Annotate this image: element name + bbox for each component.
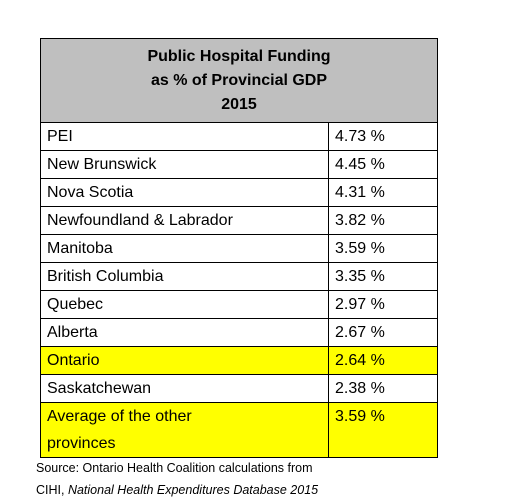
source-italic: National Health Expenditures Database 20…	[67, 483, 319, 497]
table-row: Ontario 2.64 %	[40, 346, 438, 375]
table-header: Public Hospital Funding as % of Provincia…	[40, 38, 438, 123]
name-cell: Saskatchewan	[40, 374, 329, 403]
value-cell: 3.35 %	[328, 262, 438, 291]
name-cell: Manitoba	[40, 234, 329, 263]
name-cell: New Brunswick	[40, 150, 329, 179]
province-name: New Brunswick	[47, 156, 157, 173]
table-row: New Brunswick 4.45 %	[40, 150, 438, 179]
table-row: British Columbia 3.35 %	[40, 262, 438, 291]
province-name: Average of the other provinces	[47, 408, 192, 452]
name-cell: Ontario	[40, 346, 329, 375]
table-row: Alberta 2.67 %	[40, 318, 438, 347]
value-cell: 4.45 %	[328, 150, 438, 179]
source-note: Source: Ontario Health Coalition calcula…	[36, 457, 318, 501]
source-line: Source: Ontario Health Coalition calcula…	[36, 461, 313, 475]
value-cell: 2.38 %	[328, 374, 438, 403]
name-cell: Nova Scotia	[40, 178, 329, 207]
value-cell: 2.67 %	[328, 318, 438, 347]
source-prefix: CIHI,	[36, 483, 68, 497]
province-name: PEI	[47, 128, 73, 145]
value-cell: 4.31 %	[328, 178, 438, 207]
table-row: Manitoba 3.59 %	[40, 234, 438, 263]
value-cell: 4.73 %	[328, 122, 438, 151]
title-line: as % of Provincial GDP	[150, 72, 328, 89]
table-row: Nova Scotia 4.31 %	[40, 178, 438, 207]
name-cell: Alberta	[40, 318, 329, 347]
name-cell: British Columbia	[40, 262, 329, 291]
value-cell: 3.59 %	[328, 402, 438, 458]
name-cell: Newfoundland & Labrador	[40, 206, 329, 235]
title-line: 2015	[221, 96, 257, 113]
value-cell: 2.97 %	[328, 290, 438, 319]
table-row: Newfoundland & Labrador 3.82 %	[40, 206, 438, 235]
province-name: Ontario	[47, 352, 100, 369]
name-cell: Quebec	[40, 290, 329, 319]
province-name: Alberta	[47, 324, 98, 341]
table-row: Average of the other provinces 3.59 %	[40, 402, 438, 458]
table-row: Saskatchewan 2.38 %	[40, 374, 438, 403]
funding-table: Public Hospital Funding as % of Provincia…	[40, 38, 438, 458]
province-name: Manitoba	[47, 240, 113, 257]
name-cell: Average of the other provinces	[40, 402, 329, 458]
value-cell: 2.64 %	[328, 346, 438, 375]
province-name: Quebec	[47, 296, 104, 313]
province-name: Saskatchewan	[47, 380, 152, 397]
source-line: CIHI, National Health Expenditures Datab…	[36, 479, 318, 501]
value-cell: 3.82 %	[328, 206, 438, 235]
province-name: British Columbia	[47, 268, 164, 285]
province-name: Nova Scotia	[47, 184, 134, 201]
name-cell: PEI	[40, 122, 329, 151]
table-row: PEI 4.73 %	[40, 122, 438, 151]
value-cell: 3.59 %	[328, 234, 438, 263]
province-name: Newfoundland & Labrador	[47, 212, 233, 229]
title-line: Public Hospital Funding	[147, 48, 331, 65]
table-row: Quebec 2.97 %	[40, 290, 438, 319]
